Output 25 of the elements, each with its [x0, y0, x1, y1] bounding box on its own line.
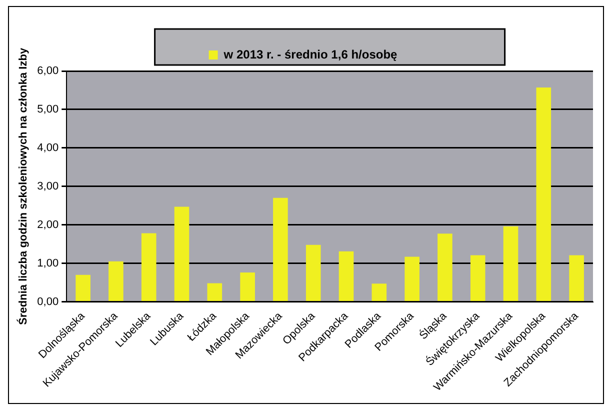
y-tick-label: 4,00: [37, 142, 59, 154]
bar: [76, 274, 90, 302]
bar: [174, 206, 190, 302]
y-tick-label: 1,00: [37, 257, 59, 270]
bar: [503, 226, 518, 302]
bar: [536, 88, 552, 302]
legend-label: w 2013 r. - średnio 1,6 h/osobę: [222, 47, 398, 62]
bar: [207, 283, 222, 302]
y-tick-label: 2,00: [37, 218, 59, 231]
bar: [438, 234, 452, 302]
bar: [372, 284, 387, 302]
y-tick-label: 3,00: [37, 180, 59, 192]
bar: [306, 244, 321, 302]
bar: [569, 255, 584, 302]
bar: [108, 261, 124, 302]
y-tick-label: 5,00: [37, 103, 59, 116]
bar: [404, 256, 420, 302]
bar: [470, 255, 486, 302]
y-tick-label: 0,00: [37, 296, 59, 308]
bar: [240, 272, 255, 302]
y-axis-title: Średnia liczba godzin szkoleniowych na członka Izby: [16, 47, 30, 325]
bar: [273, 198, 288, 302]
y-tick-label: 6,00: [37, 65, 59, 78]
bar: [141, 233, 156, 302]
bar: [338, 251, 354, 302]
